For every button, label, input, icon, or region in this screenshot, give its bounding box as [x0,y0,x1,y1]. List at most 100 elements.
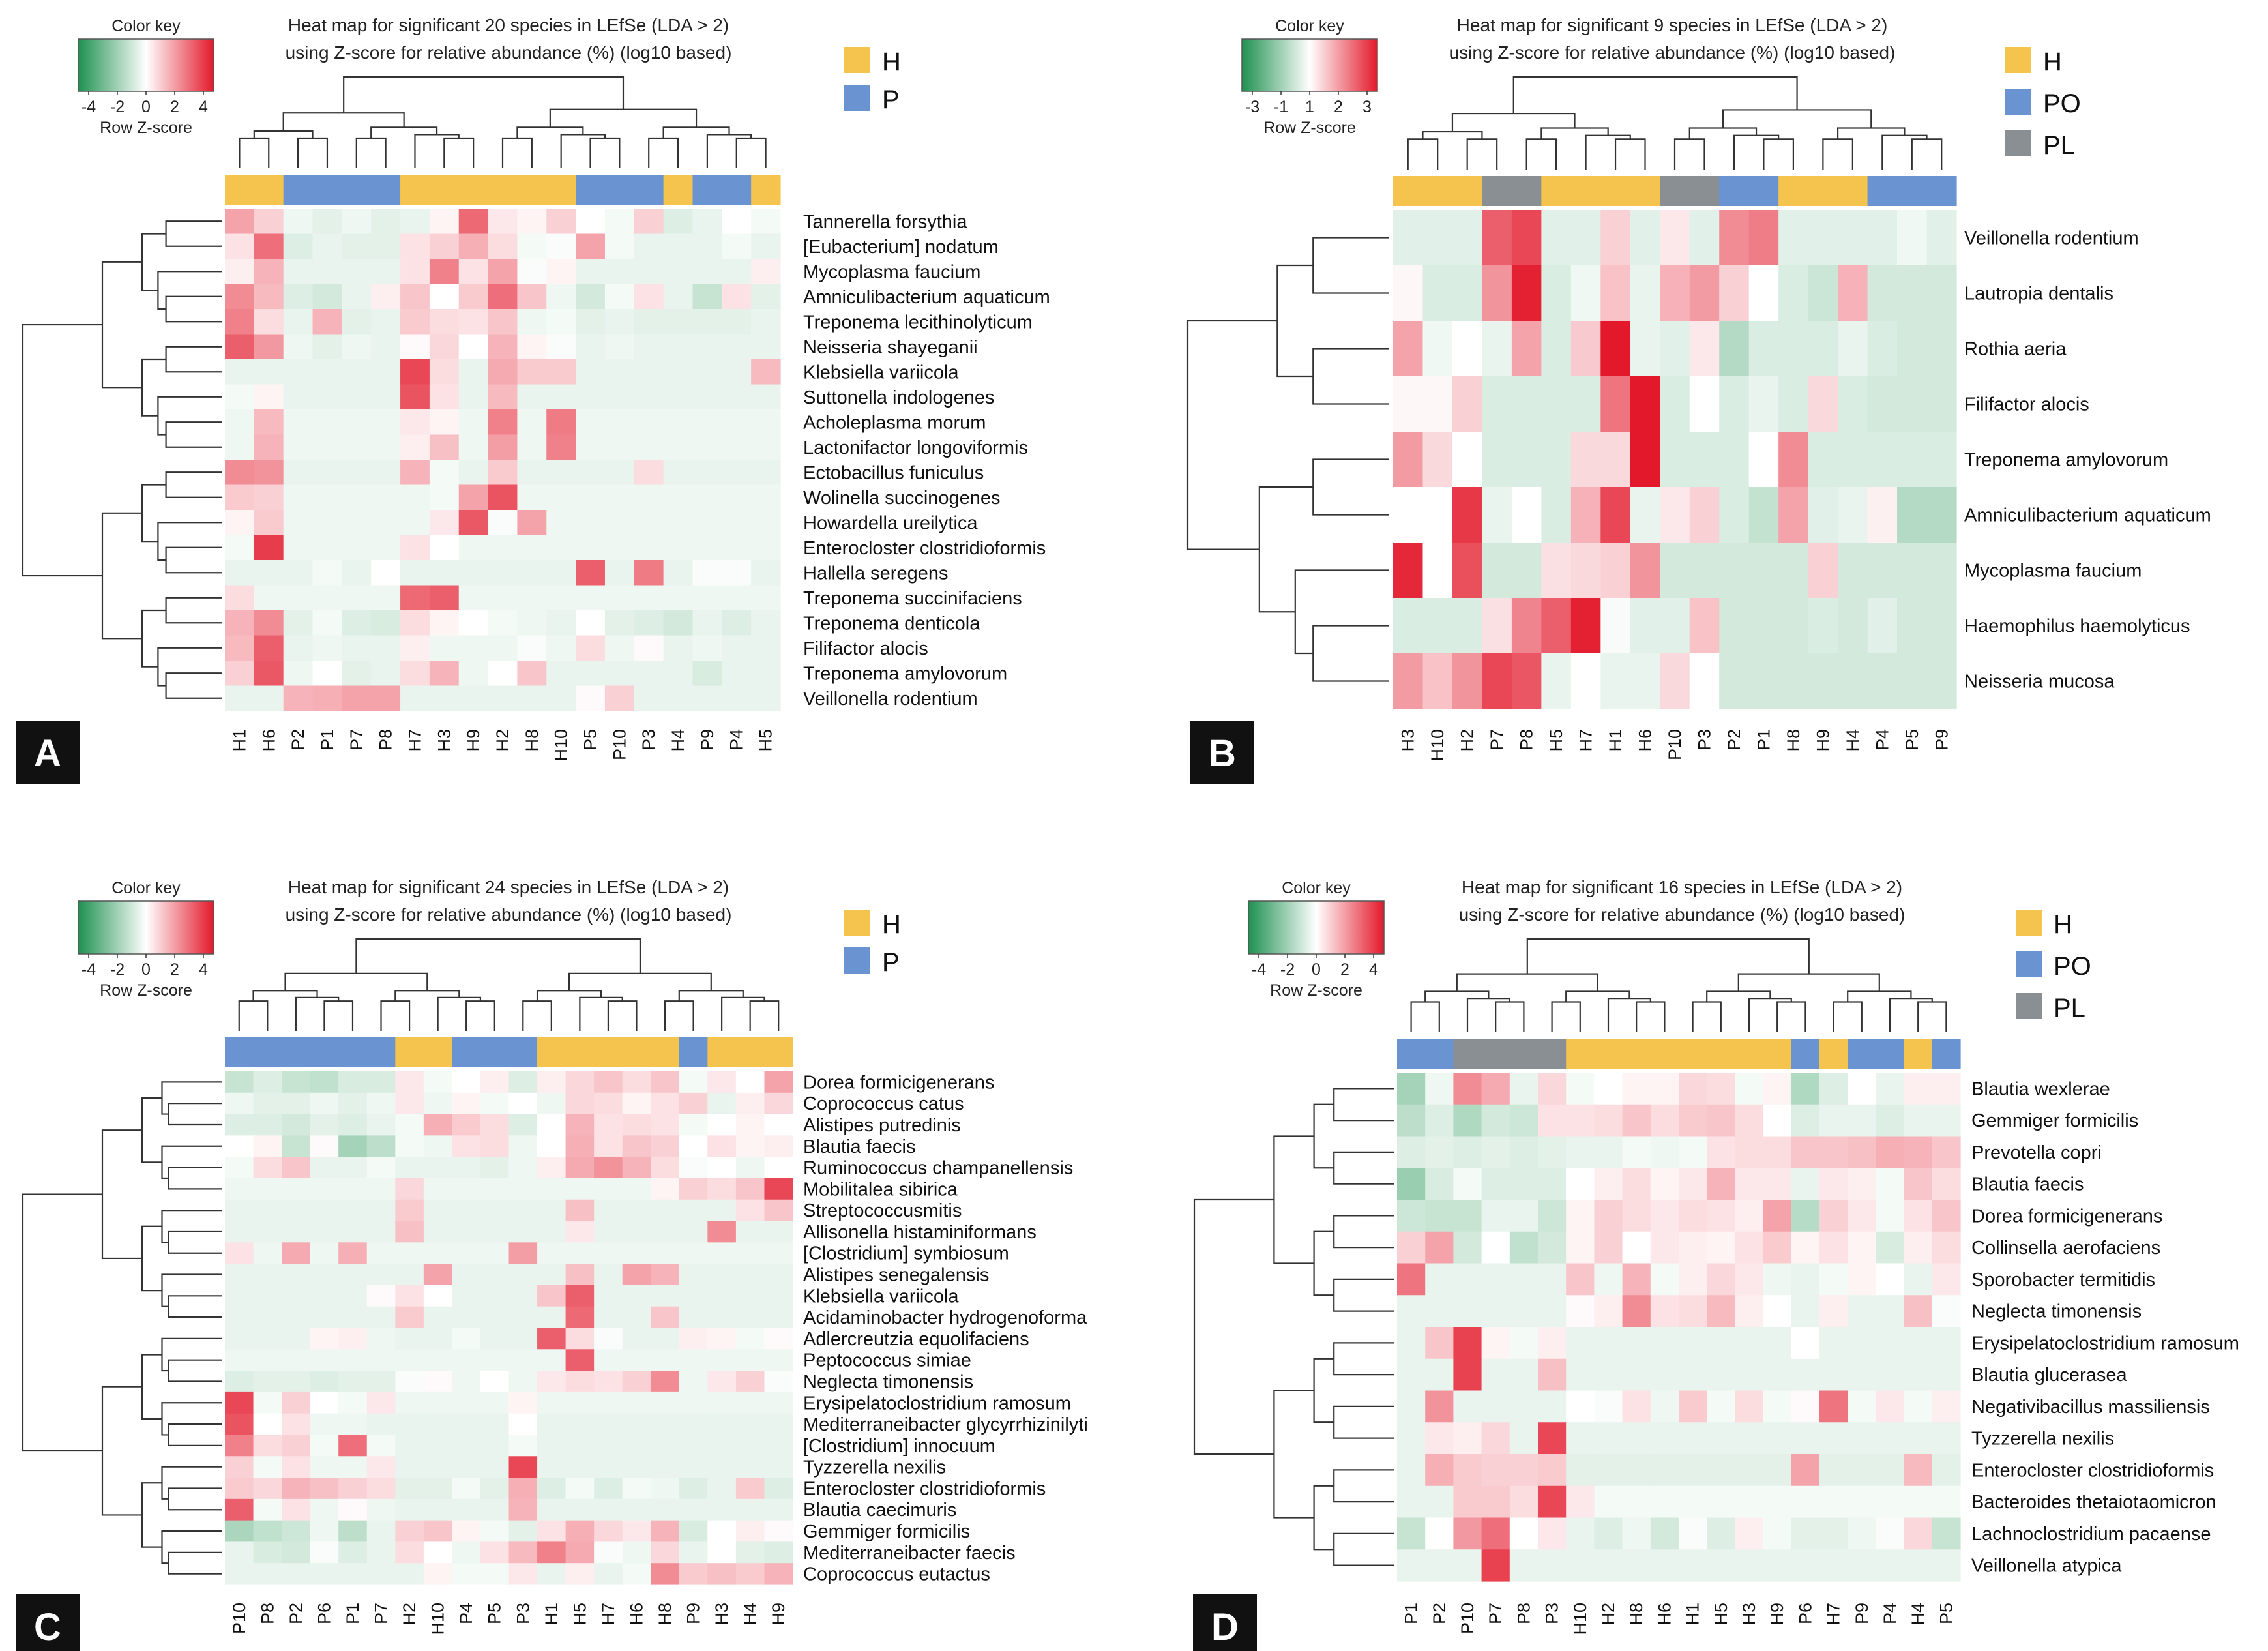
legend-swatch-h [844,910,870,936]
column-label: H10 [1570,1603,1590,1635]
heatmap-cell [429,359,460,385]
heatmap-cell [651,1114,680,1136]
legend-swatch-pl [2016,993,2042,1019]
heatmap-cell [1819,1104,1848,1137]
heatmap-cell [429,259,460,285]
heatmap-cell [488,259,518,285]
heatmap-cell [312,560,342,586]
group-bar-cell [1897,176,1928,206]
group-bar-cell [751,175,781,205]
heatmap-cell [1566,1231,1595,1264]
heatmap-cell [1679,1295,1707,1328]
heatmap-cell [1707,1168,1735,1200]
heatmap-cell [1848,1263,1876,1296]
column-dendrogram-branch [678,990,744,1002]
heatmap-cell [735,1306,765,1329]
heatmap-cell [1425,1454,1454,1487]
color-key-title: Color key [111,17,181,35]
heatmap-cell [537,1157,567,1179]
panel-letter-box [16,1594,80,1651]
heatmap-cell [310,1435,339,1457]
heatmap-cell [371,334,401,360]
heatmap-cell [1904,1454,1933,1487]
heatmap-cell [707,1242,737,1264]
row-dendrogram-branch [168,1167,222,1190]
row-dendrogram-branch [141,484,166,543]
column-label: P1 [1754,729,1773,751]
heatmap-cell [679,1221,708,1243]
row-label: Enterocloster clostridioformis [1971,1460,2214,1481]
heatmap-cell [1570,653,1601,709]
heatmap-cell [594,1413,623,1436]
group-bar-cell [1763,1039,1792,1069]
heatmap-cell [1748,653,1779,709]
heatmap-cell [679,1520,708,1543]
group-bar-cell [537,1037,567,1067]
column-dendrogram-branch [443,137,475,168]
column-label: H5 [1711,1603,1731,1626]
heatmap-cell [338,1221,368,1243]
heatmap-cell [1541,321,1572,377]
heatmap-cell [651,1520,680,1543]
heatmap-cell [1932,1549,1961,1582]
column-dendrogram-branch [284,972,428,991]
row-label: Peptococcus simiae [803,1350,971,1371]
column-label: P10 [1665,729,1685,760]
color-key-tick-label: -4 [1252,960,1266,979]
heatmap-cell [1509,1327,1539,1360]
heatmap-cell [1393,487,1424,543]
heatmap-cell [1848,1136,1876,1168]
heatmap-cell [452,1199,481,1222]
heatmap-cell [452,1349,481,1371]
heatmap-cell [508,1478,538,1500]
group-bar-cell [342,175,372,205]
group-bar-cell [1932,1039,1961,1069]
heatmap-cell [225,1178,254,1200]
column-dendrogram-branch [721,996,765,1031]
heatmap-cell [1689,210,1720,266]
heatmap-cell [225,1520,254,1543]
heatmap-cell [1453,1073,1482,1105]
heatmap-cell [722,661,752,687]
heatmap-cell [366,1135,396,1157]
heatmap-cell [1707,1136,1735,1168]
heatmap-cell [488,434,518,460]
row-label: Tannerella forsythia [803,211,967,232]
heatmap-cell [395,1242,424,1264]
column-label: P3 [1694,729,1714,751]
heatmap-cell [517,484,547,511]
heatmap-cell [283,635,314,661]
heatmap-cell [1509,1549,1539,1582]
heatmap-cell [1538,1104,1567,1137]
heatmap-cell [1904,1200,1933,1232]
column-label: P7 [1486,1603,1505,1624]
heatmap-cell [488,535,518,561]
heatmap-cell [622,1157,651,1179]
heatmap-cell [1897,210,1928,266]
heatmap-cell [400,535,430,561]
color-key-subtitle: Row Z-score [1263,119,1356,137]
heatmap-cell [546,209,576,235]
column-dendrogram-branch [1692,1001,1722,1032]
heatmap-cell [537,1306,567,1329]
heatmap-cell [488,309,518,335]
heatmap-cell [1689,376,1720,432]
heatmap-cell [707,1221,737,1243]
heatmap-cell [1876,1422,1905,1455]
column-dendrogram-branch [1422,130,1483,140]
group-bar-cell [1778,176,1809,206]
heatmap-cell [1622,1104,1651,1137]
heatmap-cell [634,334,664,360]
heatmap-cell [764,1285,793,1307]
group-bar-cell [594,1037,623,1067]
heatmap-cell [634,409,664,436]
heatmap-cell [1791,1168,1820,1200]
heatmap-cell [1397,1168,1426,1200]
row-label: Gemmiger formicilis [803,1521,970,1542]
heatmap-cell [1679,1390,1707,1423]
heatmap-cell [1509,1485,1539,1519]
heatmap-cell [565,1349,595,1371]
heatmap-cell [1876,1104,1905,1137]
heatmap-cell [480,1285,510,1307]
column-dendrogram-branch [1540,127,1609,140]
